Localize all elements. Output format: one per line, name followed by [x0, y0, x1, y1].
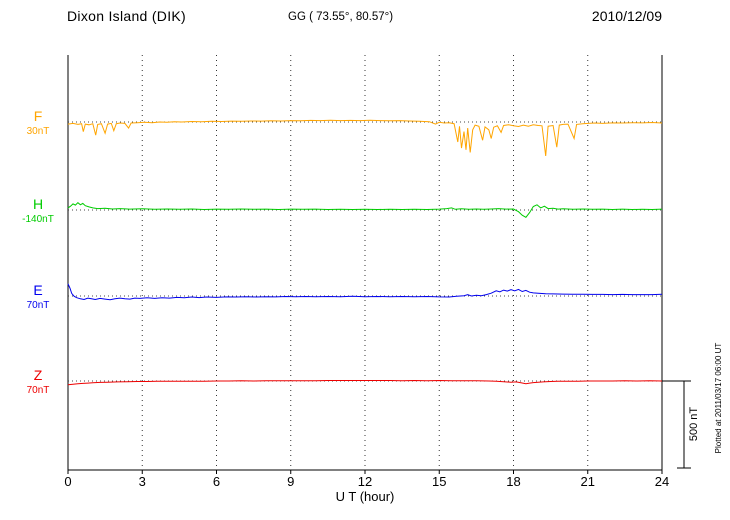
plot-date: 2010/12/09: [591, 8, 662, 24]
x-tick-label-3: 3: [138, 474, 146, 489]
x-tick-label-12: 12: [357, 474, 373, 489]
series-letter-Z: Z: [33, 367, 43, 383]
x-tick-label-0: 0: [64, 474, 72, 489]
x-tick-label-15: 15: [432, 474, 447, 489]
series-letter-E: E: [33, 282, 43, 298]
station-title: Dixon Island (DIK): [67, 8, 186, 24]
x-tick-label-18: 18: [506, 474, 521, 489]
series-letter-F: F: [33, 108, 43, 124]
trace-E: [67, 283, 663, 301]
x-tick-label-6: 6: [212, 474, 221, 489]
series-baseline-label-F: 30nT: [26, 126, 50, 137]
scale-bar-label: 500 nT: [688, 406, 700, 442]
trace-Z: [67, 379, 663, 386]
x-axis-label: U T (hour): [335, 489, 395, 504]
series-baseline-label-E: 70nT: [26, 300, 50, 311]
plotted-at-note: Plotted at 2011/03/17 06:00 UT: [714, 342, 723, 454]
x-tick-label-24: 24: [654, 474, 670, 489]
x-tick-label-21: 21: [580, 474, 595, 489]
trace-H: [67, 202, 663, 218]
x-tick-label-9: 9: [287, 474, 295, 489]
trace-F: [67, 119, 663, 156]
series-letter-H: H: [32, 196, 44, 212]
series-baseline-label-H: -140nT: [22, 214, 54, 225]
station-coordinates: GG ( 73.55°, 80.57°): [288, 11, 394, 23]
series-baseline-label-Z: 70nT: [26, 385, 50, 396]
